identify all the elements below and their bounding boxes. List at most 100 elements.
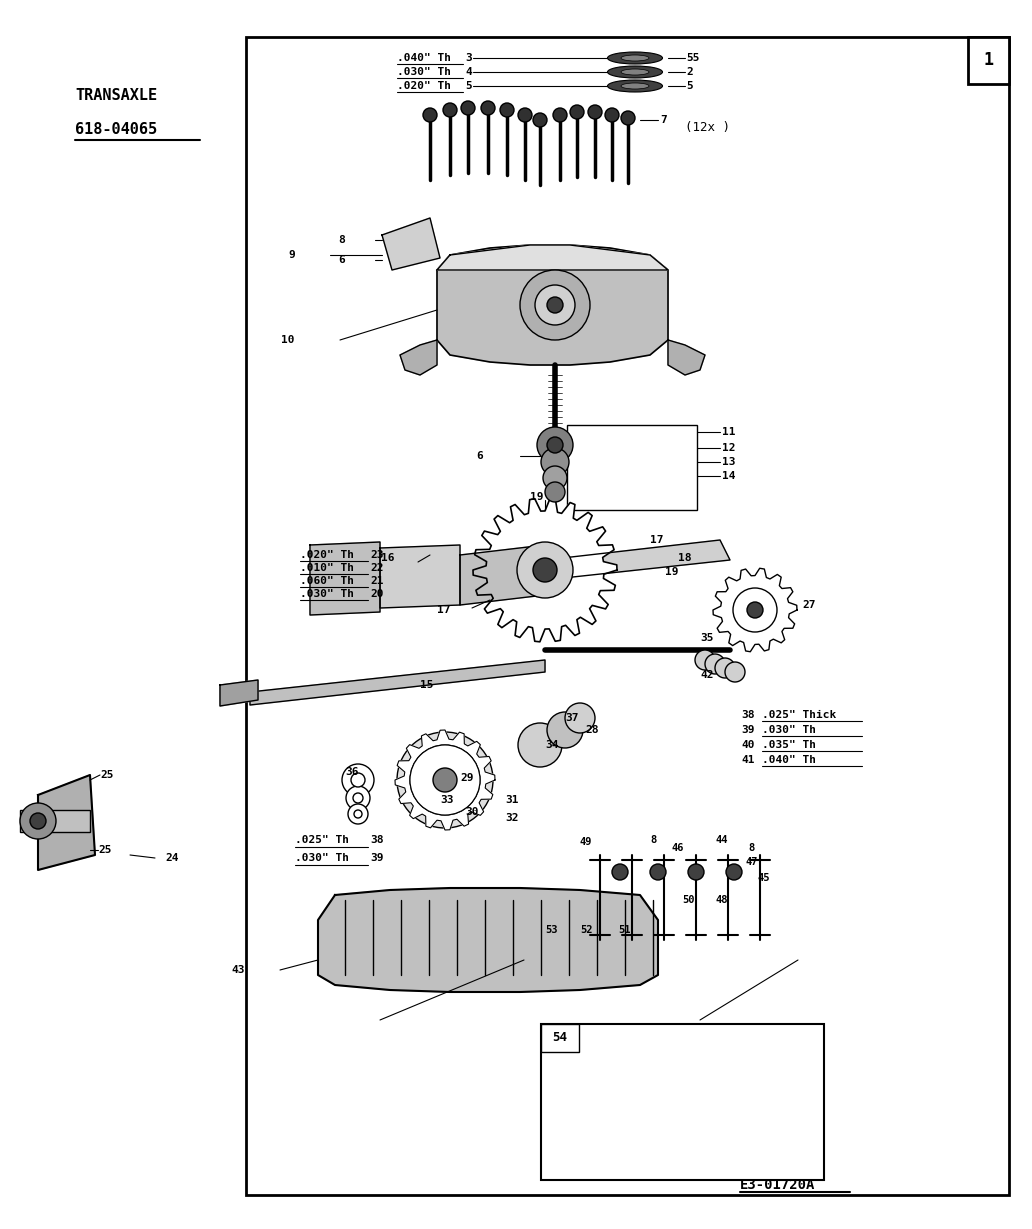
Text: 19: 19: [530, 492, 544, 501]
Text: 24: 24: [165, 853, 179, 863]
Text: 20: 20: [370, 589, 384, 599]
Text: 43: 43: [231, 965, 245, 975]
Polygon shape: [713, 568, 797, 651]
Text: .035" Th: .035" Th: [762, 740, 816, 750]
Text: 48: 48: [715, 895, 728, 905]
Circle shape: [612, 864, 628, 880]
Circle shape: [20, 803, 56, 839]
Circle shape: [518, 108, 533, 122]
Circle shape: [533, 558, 557, 583]
Circle shape: [342, 764, 374, 796]
Text: 29: 29: [460, 773, 474, 783]
Circle shape: [346, 787, 370, 810]
Text: 14: 14: [722, 471, 736, 481]
Bar: [20, 810, 90, 832]
Text: 36: 36: [345, 767, 358, 777]
Text: 50: 50: [682, 895, 695, 905]
Polygon shape: [220, 680, 258, 705]
Text: 11: 11: [722, 426, 736, 438]
Circle shape: [570, 104, 584, 119]
Text: 7: 7: [660, 116, 667, 125]
Text: 34: 34: [545, 740, 558, 750]
Ellipse shape: [608, 52, 663, 64]
Polygon shape: [318, 889, 658, 992]
Text: .030" Th: .030" Th: [397, 68, 451, 77]
Circle shape: [725, 864, 742, 880]
Circle shape: [354, 810, 362, 819]
Bar: [968, 37, 1009, 84]
Text: .020" Th: .020" Th: [397, 81, 451, 91]
Text: 4: 4: [465, 68, 472, 77]
Text: (12x ): (12x ): [685, 122, 730, 134]
Circle shape: [545, 482, 565, 501]
Text: 31: 31: [505, 795, 518, 805]
Text: .010" Th: .010" Th: [300, 563, 354, 573]
Text: 2: 2: [686, 68, 692, 77]
Polygon shape: [473, 498, 617, 642]
Circle shape: [410, 745, 480, 815]
Ellipse shape: [621, 69, 649, 75]
Text: 17: 17: [437, 605, 450, 614]
Circle shape: [745, 600, 765, 619]
Polygon shape: [400, 340, 437, 375]
Circle shape: [547, 712, 583, 748]
Text: 32: 32: [505, 814, 518, 823]
Text: 39: 39: [742, 725, 755, 735]
Text: 54: 54: [552, 1031, 568, 1045]
Ellipse shape: [608, 80, 663, 92]
Text: 17: 17: [650, 535, 664, 544]
Circle shape: [423, 108, 437, 122]
Text: 38: 38: [742, 710, 755, 720]
Polygon shape: [38, 775, 95, 870]
Circle shape: [547, 297, 563, 313]
Circle shape: [605, 108, 619, 122]
Text: 22: 22: [370, 563, 384, 573]
Text: 55: 55: [686, 53, 700, 63]
Text: 42: 42: [700, 670, 713, 680]
Circle shape: [565, 703, 595, 732]
Circle shape: [481, 101, 495, 116]
Ellipse shape: [621, 55, 649, 61]
Polygon shape: [437, 245, 668, 270]
Text: .025" Thick: .025" Thick: [762, 710, 836, 720]
Text: 5: 5: [465, 81, 472, 91]
Circle shape: [348, 804, 368, 823]
Circle shape: [518, 723, 562, 767]
Polygon shape: [380, 544, 460, 608]
Circle shape: [695, 650, 715, 670]
Circle shape: [715, 658, 735, 678]
Circle shape: [747, 602, 763, 618]
Circle shape: [588, 104, 602, 119]
Text: 45: 45: [757, 873, 771, 882]
Circle shape: [733, 587, 777, 632]
Text: .030" Th: .030" Th: [295, 853, 349, 863]
Circle shape: [650, 864, 666, 880]
Polygon shape: [437, 245, 668, 365]
Circle shape: [353, 793, 363, 803]
Text: 3: 3: [465, 53, 472, 63]
Text: 6: 6: [338, 254, 345, 265]
Text: 41: 41: [742, 755, 755, 764]
Text: TRANSAXLE: TRANSAXLE: [75, 87, 157, 102]
Circle shape: [725, 662, 745, 682]
Circle shape: [520, 270, 590, 340]
Text: .040" Th: .040" Th: [397, 53, 451, 63]
Polygon shape: [250, 660, 545, 705]
Circle shape: [527, 552, 563, 587]
Text: 38: 38: [370, 834, 384, 846]
Polygon shape: [545, 540, 730, 580]
Circle shape: [397, 732, 493, 828]
Text: .025" Th: .025" Th: [295, 834, 349, 846]
Circle shape: [533, 113, 547, 127]
Text: 52: 52: [580, 925, 592, 935]
Text: 9: 9: [288, 249, 295, 261]
Circle shape: [621, 111, 635, 125]
Text: 53: 53: [545, 925, 557, 935]
Circle shape: [541, 449, 569, 476]
Circle shape: [351, 773, 365, 787]
Text: 18: 18: [678, 553, 691, 563]
Circle shape: [517, 542, 573, 599]
Circle shape: [499, 103, 514, 117]
Polygon shape: [395, 730, 495, 830]
Text: 8: 8: [748, 843, 754, 853]
